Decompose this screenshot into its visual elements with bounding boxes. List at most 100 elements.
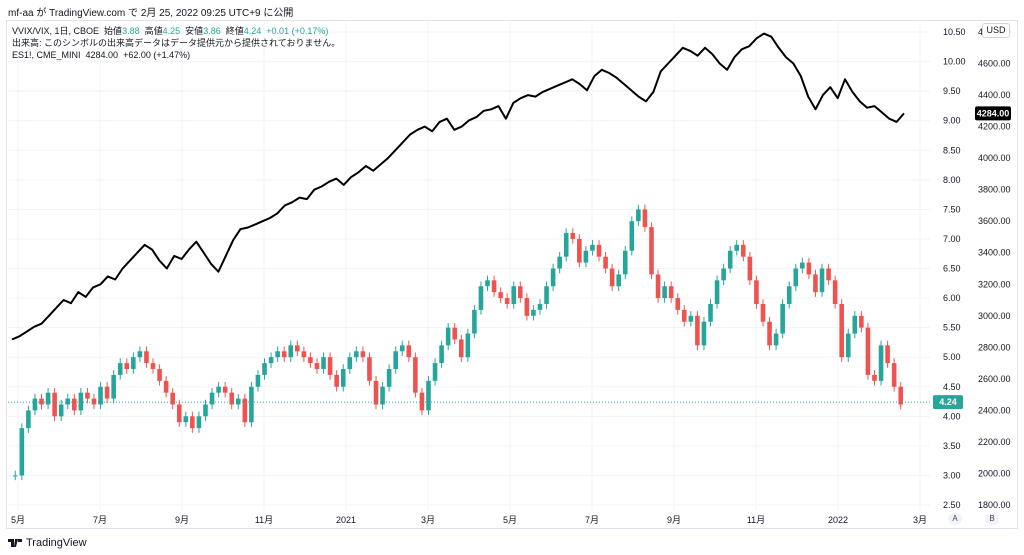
legend-es-value: 4284.00 — [85, 50, 119, 60]
es-last-label: 4284.00 — [977, 108, 1010, 118]
candle-body — [800, 262, 805, 269]
candle-body — [695, 315, 700, 346]
candle-body — [314, 363, 320, 370]
right-axis-tick: 2200.00 — [978, 437, 1011, 447]
right-axis-tick: 1800.00 — [978, 500, 1011, 510]
right-axis-tick: 3200.00 — [978, 279, 1011, 289]
price-axis: 10.50 10.00 9.50 9.00 8.50 8.00 7.50 7.00 6.50 6.… — [943, 27, 1011, 510]
left-axis-tick: 3.00 — [943, 470, 961, 480]
left-axis-tick: 3.50 — [943, 441, 961, 451]
currency-badge[interactable]: USD — [982, 23, 1010, 38]
candle-body — [183, 416, 189, 423]
last-price-badge — [933, 395, 963, 410]
candle-body — [235, 398, 241, 405]
legend-open: 3.88 — [122, 26, 140, 36]
time-axis-tick: 2021 — [336, 515, 356, 525]
left-axis-tick: 8.00 — [943, 175, 961, 185]
candle-body — [393, 351, 398, 370]
candle-body — [98, 386, 103, 405]
right-axis-tick: 3800.00 — [978, 185, 1011, 195]
candle-body — [537, 303, 543, 310]
time-axis-tick: 7月 — [585, 515, 599, 525]
candle-body — [577, 238, 582, 263]
candle-body — [832, 280, 838, 304]
candle-body — [19, 428, 25, 476]
candle-body — [229, 392, 235, 405]
legend-high-label: 高値 — [144, 26, 163, 36]
candle-body — [852, 315, 858, 334]
time-axis-tick: 2022 — [828, 515, 848, 525]
chart-pane[interactable] — [6, 20, 1018, 529]
time-axis-tick: 5月 — [11, 515, 25, 525]
grid-lines — [8, 22, 930, 510]
candle-body — [885, 345, 890, 364]
log-scale-button[interactable]: B — [985, 513, 999, 525]
legend-es-symbol[interactable]: ES1!, CME_MINI — [12, 50, 81, 60]
left-axis-tick: 4.00 — [943, 411, 961, 421]
candle-body — [826, 268, 831, 281]
candle-body — [117, 363, 123, 375]
candle-body — [891, 363, 897, 387]
candle-body — [596, 244, 602, 257]
legend-symbol[interactable]: VVIX/VIX, 1日, CBOE — [12, 26, 100, 36]
candle-body — [478, 286, 484, 310]
candle-body — [524, 298, 530, 316]
candle-body — [603, 256, 608, 269]
candle-body — [675, 298, 681, 310]
candle-body — [616, 274, 621, 287]
candle-body — [898, 386, 904, 405]
candle-body — [793, 268, 799, 287]
candle-body — [242, 398, 248, 423]
candle-body — [413, 357, 418, 393]
tradingview-logo-icon — [8, 539, 22, 547]
candle-body — [72, 398, 77, 411]
candle-body — [367, 357, 372, 381]
candle-body — [150, 363, 156, 370]
legend-es-change: +62.00 (+1.47%) — [123, 50, 191, 60]
candle-body — [222, 386, 228, 393]
right-axis-tick: 4000.00 — [978, 153, 1011, 163]
candle-body — [708, 303, 713, 322]
candle-body — [498, 292, 503, 299]
candle-body — [196, 416, 202, 429]
candle-body — [714, 280, 720, 304]
left-axis-tick: 5.00 — [943, 352, 961, 362]
candle-body — [203, 404, 208, 417]
candle-body — [406, 345, 412, 358]
right-axis-tick: 4400.00 — [978, 90, 1011, 100]
candle-body — [662, 286, 667, 299]
candle-body — [432, 363, 438, 381]
es-line — [11, 32, 905, 341]
last-value-marks: 4.24 4284.00 — [8, 106, 1011, 410]
candle-body — [340, 369, 346, 387]
candle-body — [472, 309, 477, 334]
auto-scale-button[interactable]: A — [948, 513, 962, 525]
candle-body — [590, 244, 595, 251]
footer-brand[interactable]: TradingView — [8, 537, 87, 549]
candle-body — [321, 357, 326, 370]
candle-body — [190, 416, 195, 429]
candle-body — [773, 333, 779, 346]
legend-es-row: ES1!, CME_MINI 4284.00 +62.00 (+1.47%) — [12, 49, 340, 61]
candle-body — [465, 333, 471, 358]
candle-body — [701, 321, 707, 346]
candle-body — [806, 262, 812, 275]
time-axis-tick: 9月 — [667, 515, 681, 525]
candle-body — [308, 357, 313, 364]
candle-body — [557, 256, 562, 269]
left-axis-tick: 10.50 — [943, 27, 966, 37]
candle-body — [85, 392, 90, 399]
candle-body — [111, 374, 116, 399]
left-axis-tick: 10.00 — [943, 57, 966, 67]
time-axis-tick: 3月 — [421, 515, 435, 525]
candle-body — [668, 286, 674, 299]
candle-body — [859, 315, 864, 328]
candle-body — [741, 244, 746, 257]
left-axis-tick: 6.50 — [943, 264, 961, 274]
legend-close: 4.24 — [243, 26, 262, 36]
candle-body — [216, 386, 221, 393]
candle-body — [209, 392, 215, 405]
right-axis-tick: 4600.00 — [978, 59, 1011, 69]
candle-body — [622, 250, 628, 275]
